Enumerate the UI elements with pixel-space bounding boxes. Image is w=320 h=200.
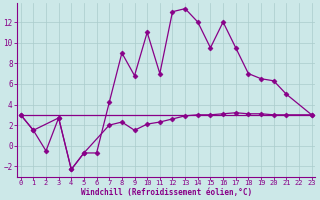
X-axis label: Windchill (Refroidissement éolien,°C): Windchill (Refroidissement éolien,°C) [81, 188, 252, 197]
